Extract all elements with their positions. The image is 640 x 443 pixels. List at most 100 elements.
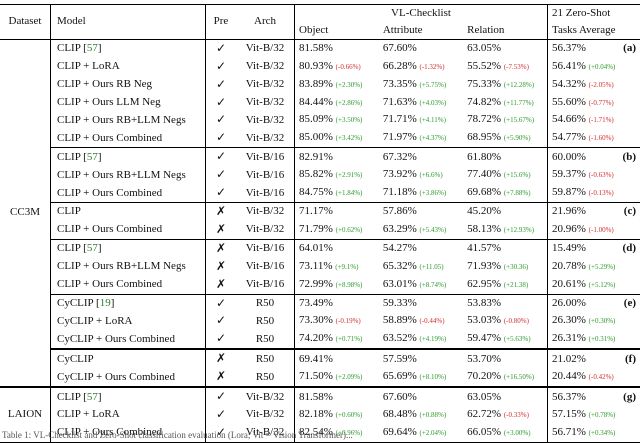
delta-value: (+5.75%) xyxy=(420,81,447,89)
header-pre: Pre xyxy=(206,5,237,40)
pretrained-cell: ✓ xyxy=(206,166,237,184)
arch-cell: R50 xyxy=(236,312,295,330)
metric-value: 63.01% xyxy=(383,278,417,290)
attribute-cell: 65.32% (+11.05) xyxy=(379,258,463,276)
delta-value: (-0.63%) xyxy=(589,171,614,179)
delta-value: (+3.86%) xyxy=(420,189,447,197)
model-name: CyCLIP xyxy=(57,353,94,365)
citation-link: 57 xyxy=(87,151,98,163)
metric-value: 71.63% xyxy=(383,96,417,108)
metric-value: 73.30% xyxy=(299,314,333,326)
model-cell: CLIP + Ours RB+LLM Negs xyxy=(51,111,206,129)
metric-value: 54.27% xyxy=(383,242,417,254)
delta-value: (-2.05%) xyxy=(589,81,614,89)
model-cell: CLIP + Ours LLM Neg xyxy=(51,94,206,112)
citation-bracket: ] xyxy=(111,297,115,309)
delta-value: (-0.19%) xyxy=(336,317,361,325)
delta-value: (+0.34%) xyxy=(589,429,616,437)
delta-value: (+0.88%) xyxy=(420,411,447,419)
object-cell: 69.41% xyxy=(295,349,379,368)
metric-value: 84.44% xyxy=(299,96,333,108)
model-name: CyCLIP + LoRA xyxy=(57,315,132,327)
metric-value: 63.05% xyxy=(467,391,501,403)
delta-value: (+12.28%) xyxy=(504,81,534,89)
model-name: CLIP + LoRA xyxy=(57,60,120,72)
arch-cell: Vit-B/32 xyxy=(236,94,295,112)
model-cell: CyCLIP + LoRA xyxy=(51,312,206,330)
model-cell: CLIP + Ours Combined xyxy=(51,129,206,147)
delta-value: (-1.71%) xyxy=(589,116,614,124)
check-icon: ✓ xyxy=(216,331,226,345)
metric-value: 69.64% xyxy=(383,426,417,438)
metric-value: 26.00% xyxy=(552,297,586,309)
check-icon: ✓ xyxy=(216,149,226,163)
metric-value: 70.20% xyxy=(467,370,501,382)
delta-value: (+15.67%) xyxy=(504,116,534,124)
delta-value: (+12.93%) xyxy=(504,226,534,234)
metric-value: 68.48% xyxy=(383,408,417,420)
arch-cell: Vit-B/16 xyxy=(236,239,295,257)
metric-value: 78.72% xyxy=(467,113,501,125)
pretrained-cell: ✓ xyxy=(206,184,237,202)
pretrained-cell: ✓ xyxy=(206,39,237,57)
check-icon: ✓ xyxy=(216,296,226,310)
model-cell: CLIP [57] xyxy=(51,387,206,406)
citation-bracket: ] xyxy=(98,151,102,163)
metric-value: 71.18% xyxy=(383,186,417,198)
block-tag: (c) xyxy=(594,202,640,220)
metric-value: 73.49% xyxy=(299,297,333,309)
object-cell: 81.58% xyxy=(295,387,379,406)
block-tag: (b) xyxy=(594,148,640,166)
relation-cell: 62.95% (+21.38) xyxy=(463,276,547,294)
metric-value: 61.80% xyxy=(467,151,501,163)
attribute-cell: 67.60% xyxy=(379,387,463,406)
cross-icon: ✗ xyxy=(216,351,226,365)
zero-shot-cell: 21.02% xyxy=(548,349,594,368)
zero-shot-cell: 59.87% (-0.13%) xyxy=(548,184,594,202)
citation-bracket: ] xyxy=(98,391,102,403)
object-cell: 82.91% xyxy=(295,148,379,166)
metric-value: 62.72% xyxy=(467,408,501,420)
pretrained-cell: ✓ xyxy=(206,111,237,129)
model-cell: CLIP + Ours RB Neg xyxy=(51,76,206,94)
model-name: CyCLIP + Ours Combined xyxy=(57,333,175,345)
metric-value: 71.17% xyxy=(299,205,333,217)
delta-value: (+8.10%) xyxy=(420,373,447,381)
citation-link: 19 xyxy=(100,297,111,309)
header-model: Model xyxy=(51,5,206,40)
zero-shot-cell: 26.31% (+0.31%) xyxy=(548,330,594,349)
delta-value: (+21.38) xyxy=(504,281,528,289)
object-cell: 71.50% (+2.09%) xyxy=(295,368,379,387)
metric-value: 66.05% xyxy=(467,426,501,438)
delta-value: (+4.19%) xyxy=(420,335,447,343)
model-name: CyCLIP [ xyxy=(57,297,100,309)
attribute-cell: 57.59% xyxy=(379,349,463,368)
cross-icon: ✗ xyxy=(216,204,226,218)
arch-cell: Vit-B/32 xyxy=(236,111,295,129)
check-icon: ✓ xyxy=(216,407,226,421)
metric-value: 75.33% xyxy=(467,78,501,90)
arch-cell: R50 xyxy=(236,294,295,312)
attribute-cell: 59.33% xyxy=(379,294,463,312)
metric-value: 63.29% xyxy=(383,223,417,235)
arch-cell: Vit-B/32 xyxy=(236,58,295,76)
relation-cell: 62.72% (-0.33%) xyxy=(463,406,547,424)
pretrained-cell: ✗ xyxy=(206,368,237,387)
delta-value: (+2.09%) xyxy=(336,373,363,381)
metric-value: 80.93% xyxy=(299,60,333,72)
attribute-cell: 71.18% (+3.86%) xyxy=(379,184,463,202)
metric-value: 85.09% xyxy=(299,113,333,125)
block-tag: (e) xyxy=(594,294,640,312)
delta-value: (-0.80%) xyxy=(504,317,529,325)
zero-shot-cell: 21.96% xyxy=(548,202,594,220)
attribute-cell: 54.27% xyxy=(379,239,463,257)
delta-value: (+5.12%) xyxy=(589,281,616,289)
model-cell: CyCLIP [19] xyxy=(51,294,206,312)
relation-cell: 78.72% (+15.67%) xyxy=(463,111,547,129)
model-cell: CLIP xyxy=(51,202,206,220)
delta-value: (+6.6%) xyxy=(420,171,443,179)
object-cell: 82.18% (+0.60%) xyxy=(295,406,379,424)
